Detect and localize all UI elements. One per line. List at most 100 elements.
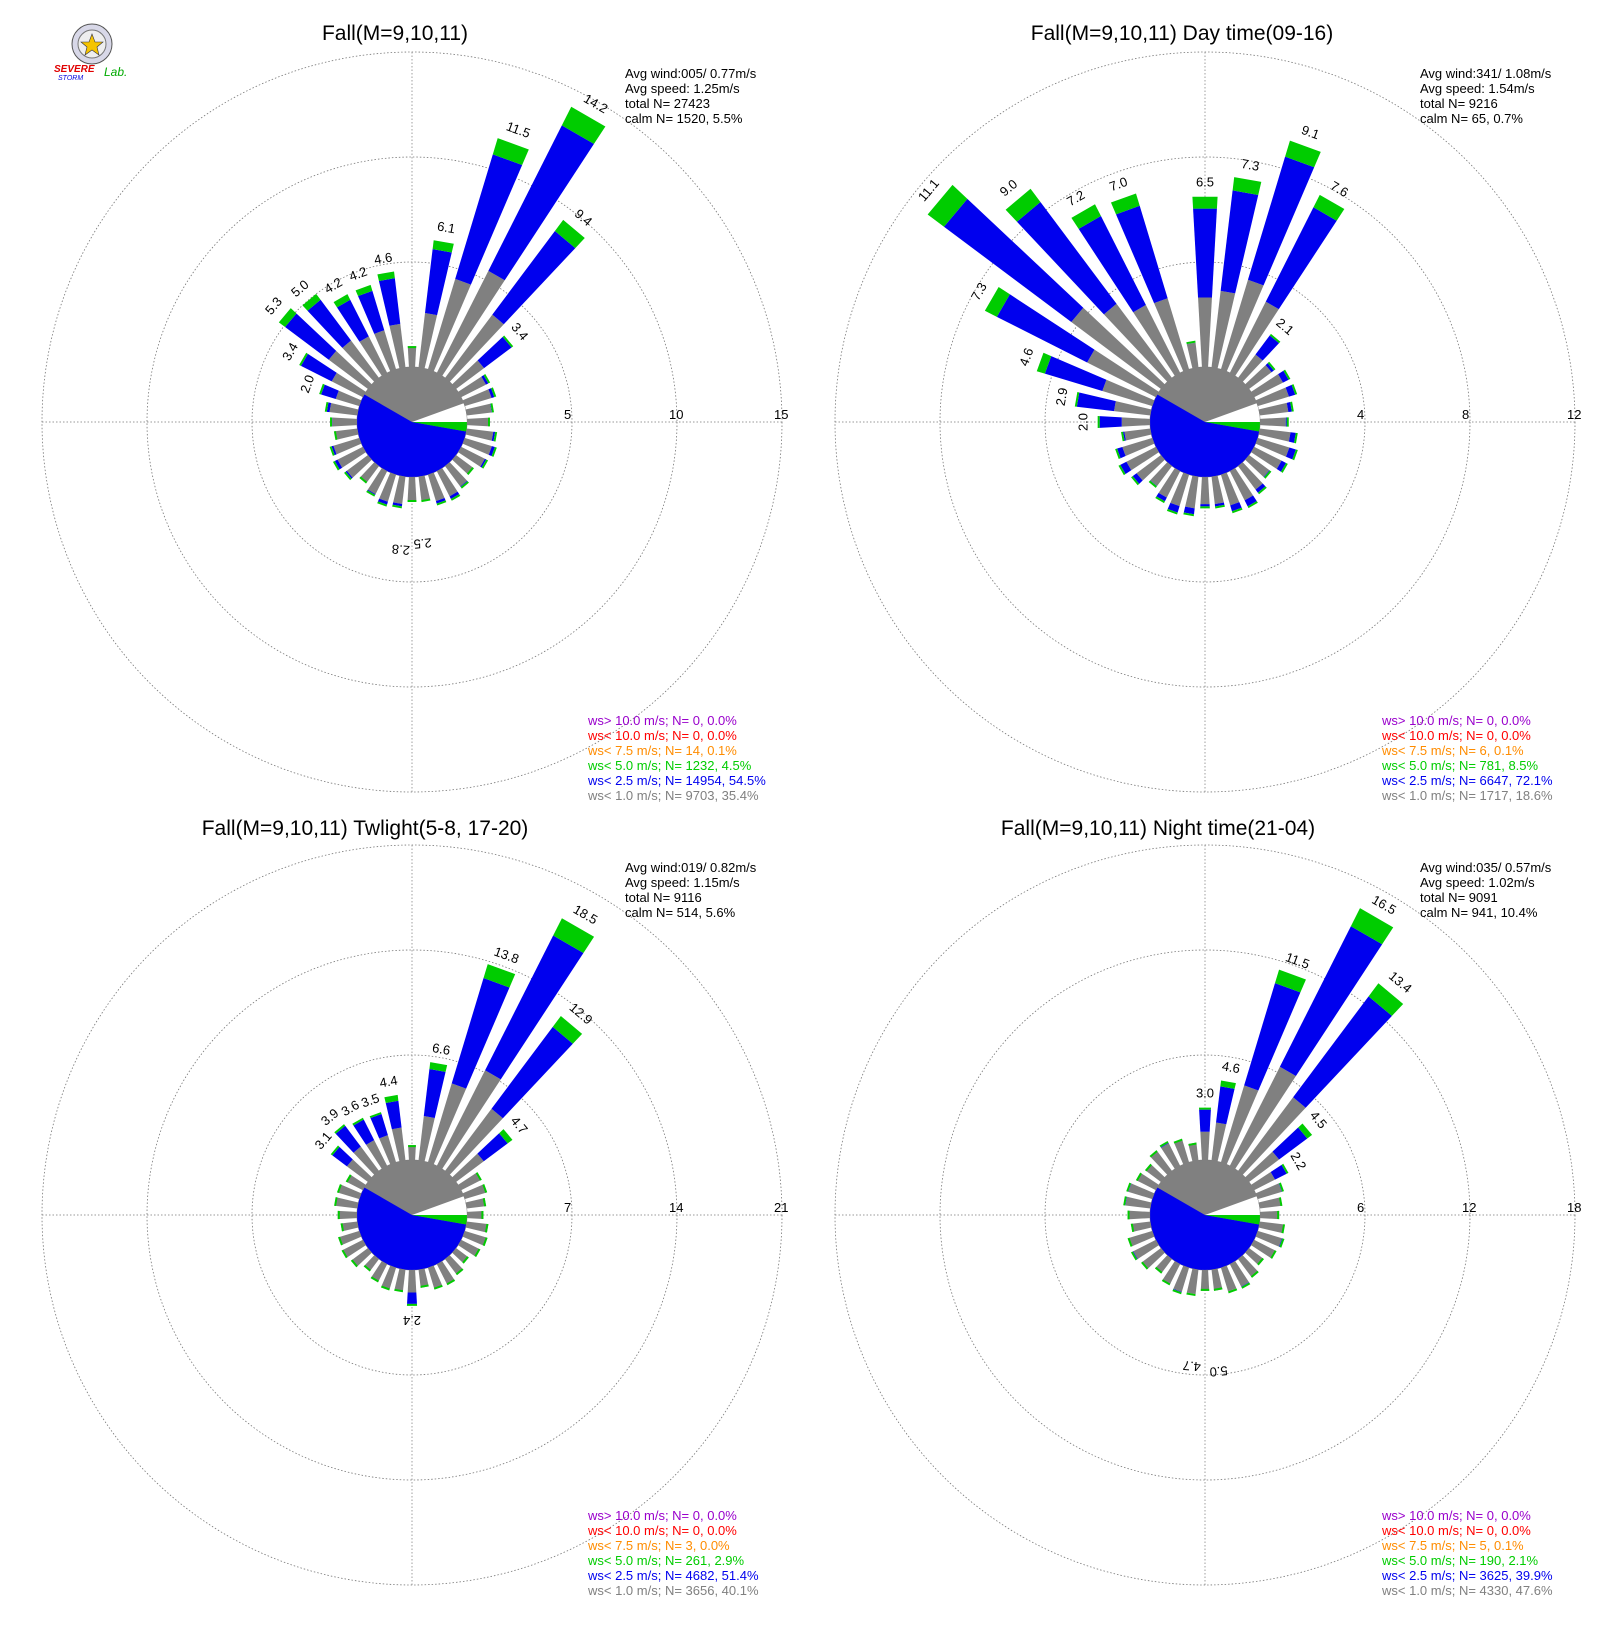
bar-value-label: 6.6 xyxy=(431,1040,451,1058)
stats-line: total N= 9216 xyxy=(1420,96,1498,111)
bar-value-label: 2.0 xyxy=(297,373,317,395)
legend-entry: ws> 10.0 m/s; N= 0, 0.0% xyxy=(1381,1508,1531,1523)
bar-value-label: 4.2 xyxy=(347,264,369,284)
bar-segment-lt2_5 xyxy=(424,1069,446,1118)
bar-value-label: 4.6 xyxy=(1016,346,1036,368)
legend-entry: ws< 2.5 m/s; N= 14954, 54.5% xyxy=(587,773,766,788)
panel-title: Fall(M=9,10,11) Night time(21-04) xyxy=(1001,817,1315,840)
bar-segment-lt1 xyxy=(408,1270,417,1293)
bar-value-label: 18.5 xyxy=(571,902,600,928)
legend-entry: ws< 10.0 m/s; N= 0, 0.0% xyxy=(1381,1523,1531,1538)
stats-line: calm N= 514, 5.6% xyxy=(625,905,736,920)
bar-value-label: 13.8 xyxy=(492,944,521,967)
bar-segment-lt2_5 xyxy=(386,1101,402,1129)
bar-segment-lt1 xyxy=(1126,1197,1152,1209)
bar-value-label: 11.1 xyxy=(915,176,942,204)
bar-segment-lt1 xyxy=(330,403,359,415)
bar-segment-lt2_5 xyxy=(1200,504,1209,506)
bar-value-label: 5.0 xyxy=(288,277,311,300)
bar-segment-lt5 xyxy=(1201,1289,1209,1291)
bar-segment-lt1 xyxy=(408,346,416,367)
bar-value-label: 3.4 xyxy=(508,320,531,343)
ring-tick-label: 14 xyxy=(669,1200,683,1215)
bar-segment-lt1 xyxy=(1212,476,1224,505)
bar-value-label: 2.9 xyxy=(1053,387,1071,407)
bar-value-label: 5.0 xyxy=(1209,1363,1228,1380)
legend-entry: ws< 2.5 m/s; N= 4682, 51.4% xyxy=(587,1568,759,1583)
bar-segment-lt5 xyxy=(330,417,332,426)
bar-value-label: 7.3 xyxy=(968,280,990,303)
bar-value-label: 7.0 xyxy=(1107,174,1129,194)
legend-entry: ws< 1.0 m/s; N= 1717, 18.6% xyxy=(1381,788,1553,803)
bar-segment-lt1 xyxy=(467,418,490,427)
logo-text-severe: SEVERE xyxy=(54,64,95,75)
bar-value-label: 7.2 xyxy=(1064,187,1087,209)
bar-value-label: 2.8 xyxy=(391,542,410,559)
bar-value-label: 2.2 xyxy=(1288,1149,1310,1172)
stats-line: total N= 9091 xyxy=(1420,890,1498,905)
bar-value-label: 6.1 xyxy=(436,218,456,236)
bar-segment-lt2_5 xyxy=(379,278,400,326)
bar-value-label: 9.1 xyxy=(1299,122,1321,142)
bar-segment-lt1 xyxy=(394,1269,405,1292)
ring-tick-label: 21 xyxy=(774,1200,788,1215)
logo-text-lab: Lab. xyxy=(104,65,127,79)
bar-segment-lt1 xyxy=(335,1197,359,1208)
legend-entry: ws< 5.0 m/s; N= 1232, 4.5% xyxy=(587,758,752,773)
bar-segment-lt1 xyxy=(466,429,494,441)
bar-value-label: 6.5 xyxy=(1196,174,1214,189)
bar-value-label: 11.5 xyxy=(504,119,532,141)
bar-segment-lt1 xyxy=(338,1211,357,1219)
bar-segment-lt5 xyxy=(1192,197,1217,209)
legend-entry: ws> 10.0 m/s; N= 0, 0.0% xyxy=(587,1508,737,1523)
bar-value-label: 4.2 xyxy=(322,274,345,296)
legend-entry: ws< 2.5 m/s; N= 6647, 72.1% xyxy=(1381,773,1553,788)
legend-entry: ws< 2.5 m/s; N= 3625, 39.9% xyxy=(1381,1568,1553,1583)
bar-value-label: 3.0 xyxy=(1196,1086,1214,1101)
stats-line: calm N= 1520, 5.5% xyxy=(625,111,743,126)
bar-segment-lt1 xyxy=(1187,343,1199,369)
bar-segment-lt1 xyxy=(1259,403,1289,416)
panel-title: Fall(M=9,10,11) Twlight(5-8, 17-20) xyxy=(202,817,529,840)
bar-segment-lt5 xyxy=(1128,1211,1130,1220)
ring-tick-label: 12 xyxy=(1567,407,1581,422)
ring-tick-label: 4 xyxy=(1357,407,1364,422)
legend-entry: ws< 5.0 m/s; N= 261, 2.9% xyxy=(587,1553,745,1568)
bar-value-label: 4.7 xyxy=(508,1113,531,1136)
bar-value-label: 7.3 xyxy=(1240,156,1260,174)
bar-segment-lt2_5 xyxy=(1286,417,1287,426)
bar-segment-lt1 xyxy=(1200,477,1209,504)
bar-segment-lt1 xyxy=(466,1222,489,1233)
bar-segment-lt1 xyxy=(1200,1132,1209,1160)
bar-segment-lt1 xyxy=(1122,417,1150,426)
bar-value-label: 7.6 xyxy=(1328,178,1351,200)
bar-segment-lt1 xyxy=(1259,1222,1284,1234)
bar-value-label: 3.4 xyxy=(279,340,301,363)
bar-segment-lt5 xyxy=(407,1304,417,1306)
legend-entry: ws< 10.0 m/s; N= 0, 0.0% xyxy=(587,1523,737,1538)
bar-segment-lt2_5 xyxy=(1193,209,1217,298)
stats-line: Avg wind:341/ 1.08m/s xyxy=(1420,66,1552,81)
ring-tick-label: 5 xyxy=(564,407,571,422)
bar-segment-lt2_5 xyxy=(1199,1110,1211,1132)
bar-segment-lt5 xyxy=(408,1145,416,1147)
bar-value-label: 3.9 xyxy=(318,1105,341,1128)
stats-line: Avg speed: 1.15m/s xyxy=(625,875,740,890)
stats-line: Avg speed: 1.54m/s xyxy=(1420,81,1535,96)
stats-line: Avg speed: 1.02m/s xyxy=(1420,875,1535,890)
bar-segment-lt5 xyxy=(408,500,417,502)
stats-line: Avg wind:005/ 0.77m/s xyxy=(625,66,757,81)
bar-segment-lt1 xyxy=(332,418,357,427)
bar-value-label: 2.1 xyxy=(1273,315,1296,338)
bar-value-label: 14.2 xyxy=(581,91,610,117)
ring-tick-label: 15 xyxy=(774,407,788,422)
bar-value-label: 4.6 xyxy=(373,249,393,267)
bar-segment-lt1 xyxy=(419,476,431,501)
bar-segment-lt1 xyxy=(1187,1269,1199,1295)
bar-value-label: 11.5 xyxy=(1284,949,1312,971)
bar-value-label: 4.7 xyxy=(1182,1358,1201,1375)
bar-segment-lt5 xyxy=(1098,416,1100,428)
bar-segment-lt2_5 xyxy=(370,1114,387,1138)
